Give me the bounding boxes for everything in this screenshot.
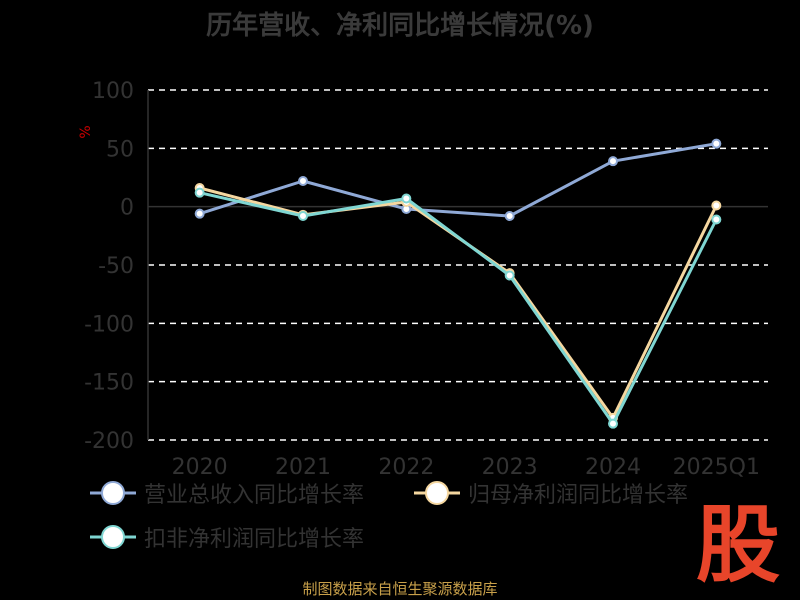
source-note: 制图数据来自恒生聚源数据库: [302, 580, 498, 598]
data-point: [194, 187, 205, 198]
y-axis-label: %: [78, 125, 94, 138]
y-tick-label: 50: [106, 137, 134, 162]
x-tick-label: 2020: [172, 455, 228, 480]
data-point: [608, 418, 618, 429]
legend-label: 归母净利润同比增长率: [468, 483, 689, 508]
y-tick-label: -50: [98, 254, 134, 279]
brand-logo: 股: [695, 496, 780, 594]
legend-label: 扣非净利润同比增长率: [144, 527, 365, 552]
x-tick-label: 2023: [482, 455, 538, 480]
y-tick-label: -150: [84, 371, 134, 396]
data-point: [298, 176, 308, 186]
legend-label: 营业总收入同比增长率: [144, 483, 365, 508]
legend-marker-icon: [90, 481, 136, 505]
data-point: [194, 208, 205, 219]
data-point: [711, 138, 722, 149]
legend-marker-icon: [90, 525, 136, 549]
series-line-0: [199, 142, 717, 218]
series-lines: [194, 138, 722, 429]
legend-marker-icon: [414, 481, 460, 505]
x-tick-label: 2025Q1: [673, 455, 760, 480]
data-point: [298, 211, 308, 221]
legend-item-revenue[interactable]: 营业总收入同比增长率: [88, 476, 364, 510]
axes: [147, 90, 768, 440]
grid: [148, 89, 768, 441]
series-line-2: [199, 191, 718, 426]
data-point: [504, 211, 515, 221]
x-tick-label: 2024: [585, 455, 641, 480]
y-tick-label: -200: [84, 429, 134, 454]
data-point: [401, 193, 412, 204]
legend-item-deducted-profit[interactable]: 扣非净利润同比增长率: [88, 520, 364, 554]
data-point: [711, 200, 722, 211]
data-point: [711, 214, 722, 225]
legend-item-net-profit[interactable]: 归母净利润同比增长率: [412, 476, 688, 510]
y-tick-label: -100: [84, 312, 134, 337]
y-tick-label: 0: [120, 196, 134, 221]
data-point: [608, 156, 618, 167]
x-tick-label: 2021: [275, 455, 331, 480]
x-tick-label: 2022: [378, 455, 434, 480]
chart-title: 历年营收、净利同比增长情况(%): [206, 10, 594, 41]
y-tick-label: 100: [92, 79, 134, 104]
series-line-1: [199, 186, 718, 420]
data-point: [504, 270, 515, 281]
tick-labels: 100 50 0 -50 -100 -150 -200 2020 2021 2022 2023 202…: [84, 79, 760, 480]
